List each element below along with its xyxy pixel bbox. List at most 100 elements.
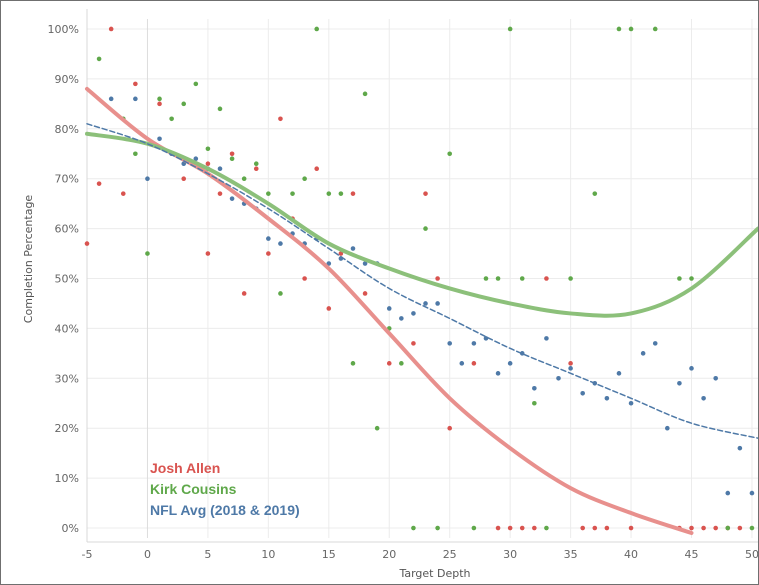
point-kirk-cousins xyxy=(205,146,211,152)
point-nfl-avg-2018-2019 xyxy=(278,241,283,246)
point-nfl-avg-2018-2019 xyxy=(701,395,706,401)
point-josh-allen xyxy=(568,361,573,366)
point-josh-allen xyxy=(592,525,598,531)
point-josh-allen xyxy=(507,525,513,531)
x-tick-label: 5 xyxy=(204,548,211,561)
point-nfl-avg-2018-2019 xyxy=(665,425,670,431)
x-tick-label: 40 xyxy=(624,548,638,561)
point-josh-allen xyxy=(713,525,718,531)
point-josh-allen xyxy=(205,251,211,256)
point-kirk-cousins xyxy=(519,276,525,281)
point-nfl-avg-2018-2019 xyxy=(362,261,368,266)
y-tick-label: 90% xyxy=(55,73,79,86)
y-tick-label: 50% xyxy=(55,273,79,286)
x-tick-label: 20 xyxy=(382,548,396,561)
x-tick-label: 30 xyxy=(503,548,517,561)
legend-entry-nfl-avg: NFL Avg (2018 & 2019) xyxy=(150,502,300,518)
point-kirk-cousins xyxy=(302,176,307,181)
point-nfl-avg-2018-2019 xyxy=(677,380,682,386)
point-nfl-avg-2018-2019 xyxy=(725,490,731,496)
point-kirk-cousins xyxy=(507,26,513,32)
point-kirk-cousins xyxy=(483,276,489,281)
point-kirk-cousins xyxy=(326,191,332,196)
x-tick-label: 15 xyxy=(322,548,336,561)
point-nfl-avg-2018-2019 xyxy=(532,385,537,391)
point-kirk-cousins xyxy=(314,26,320,32)
point-kirk-cousins xyxy=(181,101,187,107)
y-tick-label: 30% xyxy=(55,372,79,385)
point-nfl-avg-2018-2019 xyxy=(749,490,755,496)
point-josh-allen xyxy=(435,276,440,281)
legend-entry-kirk-cousins: Kirk Cousins xyxy=(150,481,237,497)
point-kirk-cousins xyxy=(241,176,247,181)
point-nfl-avg-2018-2019 xyxy=(640,351,646,356)
y-tick-label: 60% xyxy=(55,223,79,236)
point-kirk-cousins xyxy=(217,106,223,112)
y-tick-label: 0% xyxy=(62,522,79,535)
point-nfl-avg-2018-2019 xyxy=(483,336,489,341)
point-kirk-cousins xyxy=(338,191,344,196)
point-kirk-cousins xyxy=(350,361,356,366)
point-kirk-cousins xyxy=(495,276,501,281)
point-josh-allen xyxy=(229,151,235,157)
legend: Josh Allen Kirk Cousins NFL Avg (2018 & … xyxy=(150,460,300,518)
point-josh-allen xyxy=(423,191,428,196)
point-nfl-avg-2018-2019 xyxy=(133,96,138,102)
point-kirk-cousins xyxy=(616,26,622,32)
point-josh-allen xyxy=(338,251,344,256)
point-nfl-avg-2018-2019 xyxy=(604,395,610,401)
point-josh-allen xyxy=(326,306,332,311)
point-kirk-cousins xyxy=(411,525,416,531)
point-josh-allen xyxy=(447,425,453,431)
point-josh-allen xyxy=(157,101,162,107)
point-nfl-avg-2018-2019 xyxy=(580,390,585,396)
point-josh-allen xyxy=(133,81,138,87)
point-nfl-avg-2018-2019 xyxy=(266,236,271,241)
point-nfl-avg-2018-2019 xyxy=(435,301,440,306)
point-josh-allen xyxy=(302,276,307,281)
point-kirk-cousins xyxy=(592,191,598,196)
point-nfl-avg-2018-2019 xyxy=(737,445,743,451)
point-josh-allen xyxy=(181,176,187,181)
point-nfl-avg-2018-2019 xyxy=(399,316,404,321)
point-kirk-cousins xyxy=(290,191,295,196)
point-nfl-avg-2018-2019 xyxy=(229,196,235,201)
point-kirk-cousins xyxy=(169,116,174,122)
point-kirk-cousins xyxy=(157,96,162,102)
point-kirk-cousins xyxy=(749,525,755,531)
point-josh-allen xyxy=(278,116,283,122)
point-josh-allen xyxy=(689,525,694,531)
data-points xyxy=(84,26,755,531)
point-josh-allen xyxy=(96,181,102,186)
point-nfl-avg-2018-2019 xyxy=(471,341,477,346)
x-tick-label: 10 xyxy=(261,548,275,561)
point-kirk-cousins xyxy=(229,156,235,162)
point-josh-allen xyxy=(737,525,743,531)
point-josh-allen xyxy=(314,166,320,172)
legend-entry-josh-allen: Josh Allen xyxy=(150,460,220,476)
point-kirk-cousins xyxy=(193,81,199,87)
point-kirk-cousins xyxy=(374,425,380,431)
point-kirk-cousins xyxy=(677,276,682,281)
point-nfl-avg-2018-2019 xyxy=(507,361,513,366)
point-kirk-cousins xyxy=(471,525,477,531)
point-nfl-avg-2018-2019 xyxy=(616,371,622,376)
point-nfl-avg-2018-2019 xyxy=(217,166,223,172)
point-kirk-cousins xyxy=(435,525,440,531)
point-nfl-avg-2018-2019 xyxy=(652,341,658,346)
point-josh-allen xyxy=(362,291,368,296)
point-josh-allen xyxy=(253,166,259,172)
point-kirk-cousins xyxy=(253,161,259,167)
point-kirk-cousins xyxy=(447,151,453,157)
point-josh-allen xyxy=(217,191,223,196)
point-kirk-cousins xyxy=(96,56,102,62)
trend-line-kirk-cousins xyxy=(85,131,758,318)
x-tick-label: -5 xyxy=(82,548,93,561)
point-josh-allen xyxy=(350,191,356,196)
point-kirk-cousins xyxy=(266,191,271,196)
point-nfl-avg-2018-2019 xyxy=(447,341,453,346)
y-tick-label: 80% xyxy=(55,123,79,136)
point-nfl-avg-2018-2019 xyxy=(556,376,561,381)
point-kirk-cousins xyxy=(568,276,573,281)
